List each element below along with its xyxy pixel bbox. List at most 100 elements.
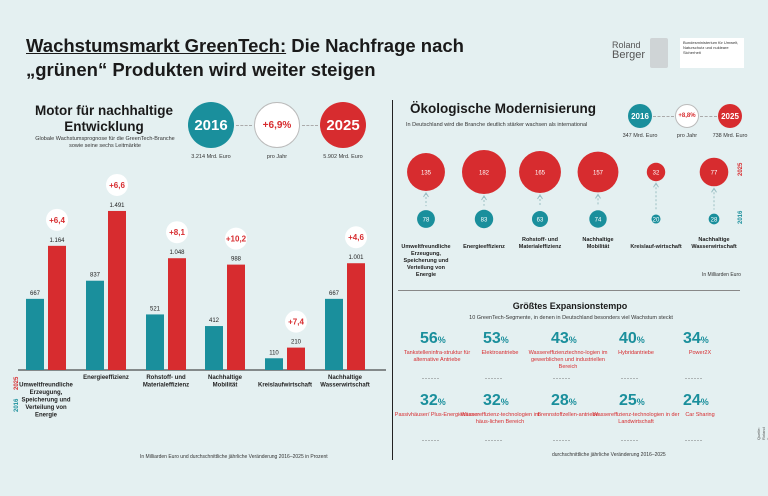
bubble-category-label: Rohstoff- und: [522, 237, 558, 243]
segment-percent: 32%: [420, 392, 446, 410]
bar-value-2025: 1.164: [49, 238, 65, 244]
segment-percent-sign: %: [568, 397, 577, 407]
right-divider: [398, 290, 740, 291]
category-label: Erzeugung,: [30, 390, 63, 396]
segment-divider: ------: [485, 376, 503, 382]
right-footnote: In Milliarden Euro: [702, 272, 741, 278]
segment-label: Hybridantriebe: [618, 350, 654, 356]
segment-divider: ------: [553, 376, 571, 382]
category-label: Energieeffizienz: [83, 375, 129, 381]
growth-bubble: [166, 221, 188, 244]
bar-2016: [325, 298, 343, 370]
bubble-category-label: Speicherung und: [404, 258, 449, 264]
segment-percent-sign: %: [700, 397, 709, 407]
bubble-2025: [407, 153, 445, 191]
logo-rb-line1: Roland: [612, 40, 641, 50]
bubble-value-2025: 32: [653, 171, 660, 177]
bar-2025: [168, 258, 186, 370]
category-label: Speicherung und: [21, 398, 70, 404]
bubble-2025: [577, 151, 619, 193]
segment-label: Tankstelleninfra-struktur für alternativ…: [403, 350, 471, 363]
connector-arrow: [481, 195, 487, 201]
connector-arrow: [537, 194, 543, 200]
growth-label: +4,6: [348, 233, 364, 242]
section-divider: [392, 100, 393, 460]
bubble-2016: [474, 209, 494, 229]
category-label: Materialeffizienz: [143, 383, 189, 389]
category-label: Verteilung von: [25, 405, 67, 411]
segment-divider: ------: [621, 376, 639, 382]
bar-value-2016: 837: [90, 273, 101, 279]
segment-divider: ------: [621, 438, 639, 444]
bubble-category-label: Erzeugung,: [411, 251, 441, 257]
segment-percent: 43%: [551, 330, 577, 348]
segment-percent-value: 32: [483, 392, 501, 409]
bubble-value-2016: 63: [537, 218, 544, 224]
growth-label: +7,4: [288, 318, 304, 327]
bubble-category-label: Nachhaltige: [698, 237, 729, 243]
expansion-footnote: durchschnittliche jährliche Veränderung …: [552, 452, 666, 458]
bar-value-2016: 521: [150, 306, 161, 312]
right-value-start: 347 Mrd. Euro: [622, 133, 658, 139]
segment-divider: ------: [422, 438, 440, 444]
segment-percent-value: 24: [683, 392, 701, 409]
growth-bubble: [345, 226, 367, 249]
title-highlight: Wachstumsmarkt GreenTech:: [26, 35, 287, 56]
bar-value-2016: 667: [30, 291, 41, 297]
left-growth-label: pro Jahr: [266, 154, 288, 160]
segment-percent: 53%: [483, 330, 509, 348]
segment-percent-sign: %: [437, 397, 446, 407]
bar-2025: [287, 347, 305, 370]
left-value-end: 5.902 Mrd. Euro: [323, 154, 363, 160]
bar-value-2025: 988: [231, 257, 242, 263]
bubble-category-label: Nachhaltige: [582, 237, 613, 243]
bar-2016: [26, 298, 44, 370]
segment-percent-value: 28: [551, 392, 569, 409]
category-label: Kreislaufwirtschaft: [258, 383, 312, 389]
segment-percent-value: 53: [483, 330, 501, 347]
connector-arrow: [711, 187, 717, 193]
bar-2025: [108, 210, 126, 370]
category-label: Nachhaltige: [208, 375, 243, 381]
bmu-logo: Bundesministerium für Umwelt, Naturschut…: [680, 38, 744, 68]
segment-percent-sign: %: [568, 335, 577, 345]
bar-2016: [146, 314, 164, 370]
logo-rb-mark: [650, 38, 668, 68]
segment-percent-value: 43: [551, 330, 569, 347]
bubble-2016: [589, 210, 607, 228]
segment-percent-value: 56: [420, 330, 438, 347]
category-label: Rohstoff- und: [146, 375, 186, 381]
segment-divider: ------: [485, 438, 503, 444]
segment-percent-value: 40: [619, 330, 637, 347]
right-legend-2025: 2025: [738, 162, 744, 176]
bubble-category-label: Materialeffizienz: [519, 244, 562, 250]
bubble-value-2016: 20: [653, 218, 660, 224]
left-growth-circle: +6,9%: [254, 102, 300, 148]
segment-percent-sign: %: [636, 335, 645, 345]
segment-percent-value: 34: [683, 330, 701, 347]
growth-label: +10,2: [226, 235, 247, 244]
segment-divider: ------: [685, 376, 703, 382]
growth-bubble: [106, 173, 128, 196]
right-section-title: Ökologische Modernisierung: [410, 101, 597, 116]
right-bubble-chart: 135 78 UmweltfreundlicheErzeugung,Speicher…: [401, 150, 737, 278]
title-line2: „grünen“ Produkten wird weiter steigen: [26, 59, 376, 80]
left-subtitle: Globale Wachstumsprognose für die GreenT…: [35, 136, 175, 149]
bubble-2025: [519, 151, 561, 193]
segment-percent-value: 25: [619, 392, 637, 409]
right-value-end: 738 Mrd. Euro: [712, 133, 748, 139]
bubble-category-label: Umweltfreundliche: [401, 244, 450, 250]
left-legend-2025: 2025: [14, 376, 20, 390]
bubble-category-label: Kreislauf-wirtschaft: [630, 244, 682, 250]
bar-value-2016: 667: [329, 291, 340, 297]
category-label: Wasserwirtschaft: [320, 383, 369, 389]
segment-label: Wassereffizienz-technologien im häus-lic…: [460, 412, 540, 425]
category-label: Nachhaltige: [328, 375, 363, 381]
segment-label: Brennstoffzellen-antriebe: [537, 412, 599, 418]
bar-value-2025: 210: [291, 340, 302, 346]
bubble-value-2016: 74: [595, 218, 602, 224]
bubble-value-2025: 157: [593, 171, 604, 177]
logo-bm-text: Bundesministerium für Umwelt, Naturschut…: [683, 40, 739, 55]
bar-value-2016: 412: [209, 318, 220, 324]
